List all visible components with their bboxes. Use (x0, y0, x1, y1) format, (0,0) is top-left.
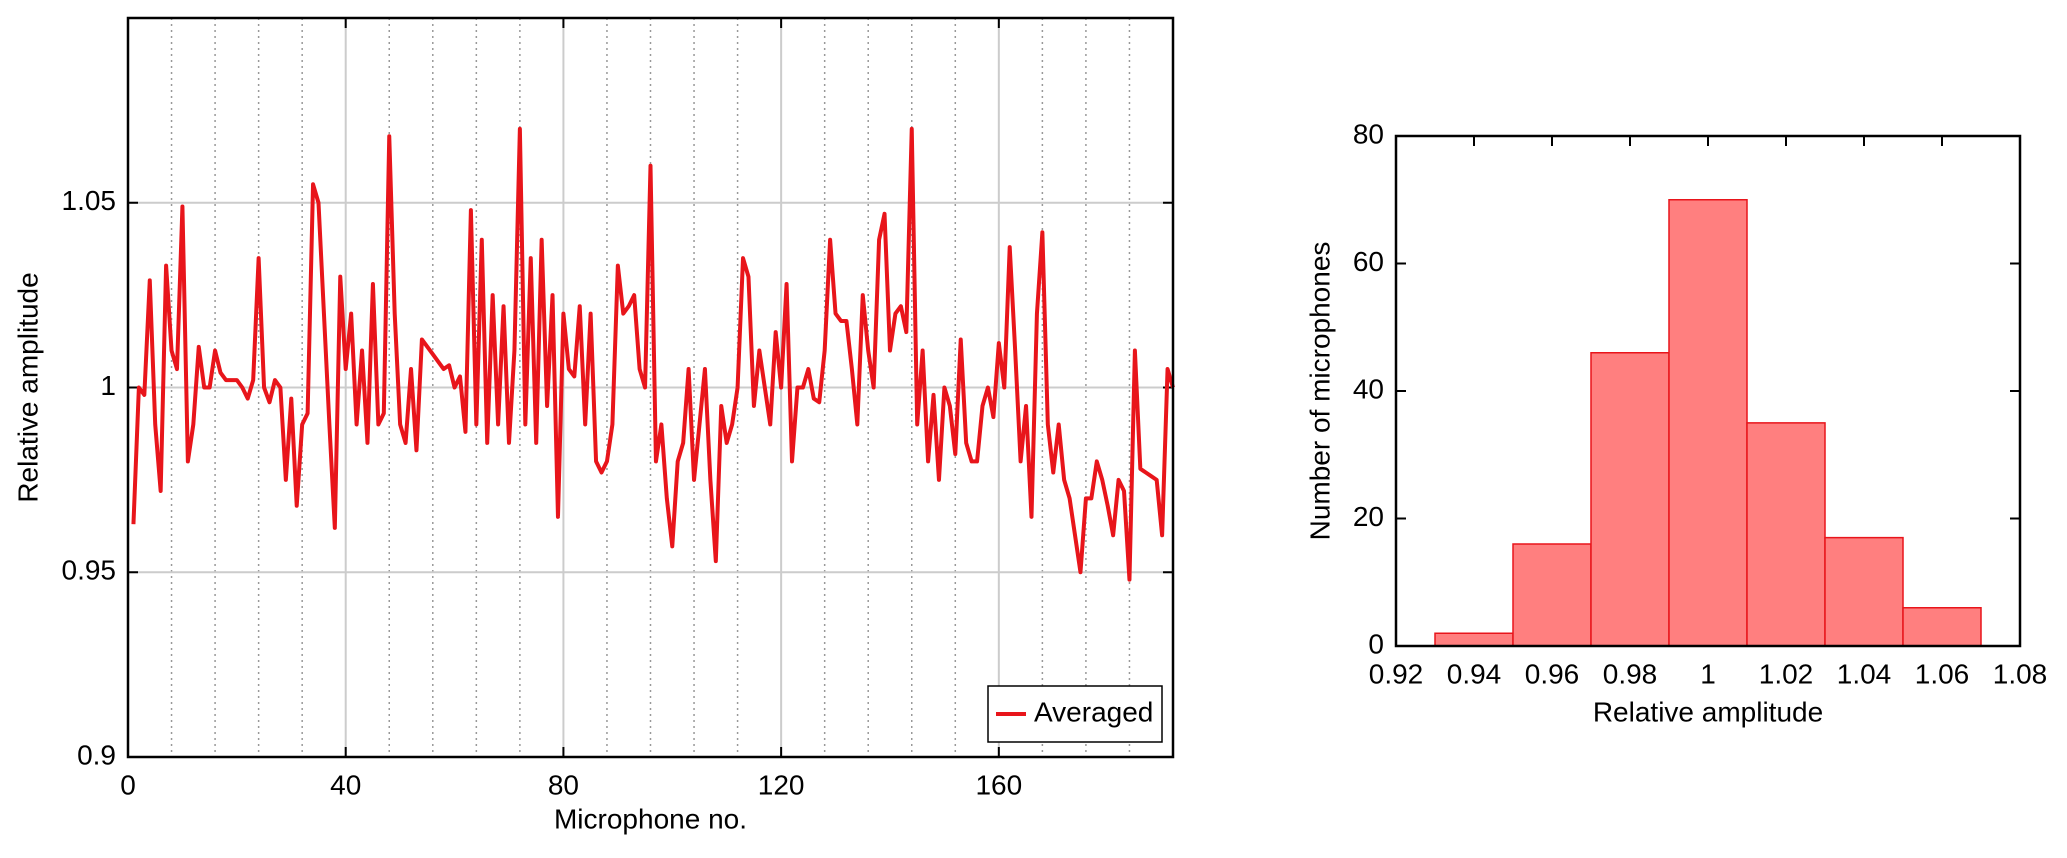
y-tick-label: 1 (100, 370, 116, 401)
x-tick-label: 0.92 (1369, 658, 1424, 689)
y-tick-label: 20 (1353, 501, 1384, 532)
x-tick-label: 1.06 (1915, 658, 1970, 689)
legend-label: Averaged (1034, 696, 1153, 727)
x-tick-label: 1.04 (1837, 658, 1892, 689)
histogram-bar (1590, 352, 1670, 647)
x-tick-label: 80 (548, 769, 579, 800)
y-tick-label: 0.9 (77, 739, 116, 770)
y-tick-label: 80 (1353, 118, 1384, 149)
x-tick-label: 1 (1700, 658, 1716, 689)
y-tick-label: 0 (1368, 628, 1384, 659)
y-tick-label: 40 (1353, 373, 1384, 404)
plot-frame (126, 16, 1175, 759)
x-tick-label: 160 (975, 769, 1022, 800)
plot-frame (1394, 134, 2022, 648)
histogram-bar (1434, 632, 1514, 647)
histogram-bar (1512, 543, 1592, 647)
x-tick-label: 0.98 (1603, 658, 1658, 689)
y-tick-label: 0.95 (62, 555, 117, 586)
histogram-bar (1902, 607, 1982, 647)
x-tick-label: 0.94 (1447, 658, 1502, 689)
x-axis-label: Microphone no. (554, 803, 747, 834)
y-tick-label: 1.05 (62, 185, 117, 216)
histogram-bar (1746, 422, 1826, 647)
x-tick-label: 0.96 (1525, 658, 1580, 689)
x-tick-label: 40 (330, 769, 361, 800)
x-tick-label: 1.08 (1993, 658, 2048, 689)
series-line (131, 126, 1175, 582)
x-tick-label: 0 (120, 769, 136, 800)
y-axis-label: Number of microphones (1304, 242, 1335, 541)
x-tick-label: 1.02 (1759, 658, 1814, 689)
x-tick-label: 120 (758, 769, 805, 800)
histogram-bar (1824, 536, 1904, 647)
x-axis-label: Relative amplitude (1593, 696, 1823, 727)
y-tick-label: 60 (1353, 246, 1384, 277)
histogram-bar (1668, 199, 1748, 647)
y-axis-label: Relative amplitude (12, 272, 43, 502)
